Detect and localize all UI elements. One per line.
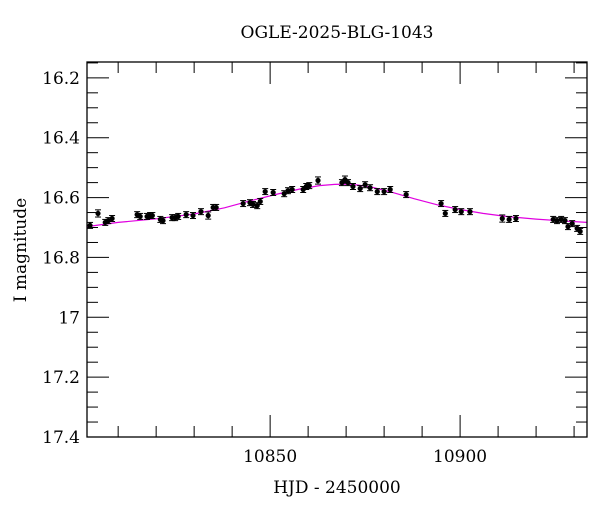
- minor-ticks: [87, 62, 587, 437]
- data-point: [442, 209, 449, 217]
- data-point: [190, 212, 197, 220]
- x-tick-label: 10900: [433, 447, 487, 467]
- data-point: [466, 208, 473, 216]
- data-point: [345, 179, 352, 187]
- data-point: [257, 197, 264, 205]
- y-tick-labels: 16.2 16.4 16.6 16.8 17 17.2 17.4: [42, 69, 80, 448]
- data-point: [569, 220, 576, 228]
- y-tick-label: 16.6: [42, 189, 80, 209]
- data-point: [262, 188, 269, 196]
- data-point: [270, 188, 277, 196]
- data-point: [506, 215, 513, 223]
- data-point: [458, 208, 465, 216]
- data-point: [374, 188, 381, 196]
- data-point: [381, 188, 388, 196]
- y-tick-label: 17: [58, 308, 80, 328]
- data-point: [362, 181, 369, 189]
- data-point: [205, 211, 212, 220]
- y-axis-label: I magnitude: [11, 198, 31, 302]
- data-point: [159, 217, 166, 225]
- y-tick-label: 16.8: [42, 248, 80, 268]
- data-point: [213, 203, 220, 211]
- data-point: [403, 191, 410, 199]
- data-point: [95, 209, 102, 218]
- data-point: [452, 206, 459, 214]
- data-point: [438, 200, 445, 208]
- data-point: [149, 212, 156, 220]
- data-point: [565, 223, 572, 231]
- axes-frame: [86, 61, 588, 438]
- data-point: [349, 183, 356, 190]
- data-point: [289, 186, 296, 193]
- major-ticks: [87, 62, 587, 438]
- y-tick-label: 16.2: [42, 69, 80, 89]
- data-point: [577, 227, 584, 235]
- data-point: [240, 200, 247, 208]
- data-point: [512, 215, 519, 223]
- data-point: [499, 214, 506, 223]
- data-point: [137, 212, 144, 220]
- data-point: [561, 217, 568, 225]
- data-point: [281, 190, 288, 198]
- data-point: [109, 215, 116, 223]
- data-point: [183, 211, 190, 219]
- data-point: [306, 182, 313, 190]
- data-point: [175, 212, 182, 220]
- data-point: [367, 184, 374, 192]
- x-tick-label: 10850: [243, 447, 297, 467]
- x-axis-label: HJD - 2450000: [273, 478, 401, 498]
- data-points: [87, 175, 584, 235]
- chart-title: OGLE-2025-BLG-1043: [241, 23, 434, 43]
- data-point: [357, 185, 364, 193]
- data-point: [387, 186, 394, 193]
- data-point: [197, 208, 204, 216]
- y-tick-label: 16.4: [42, 129, 80, 149]
- plot-area: [86, 175, 588, 235]
- data-point: [315, 176, 322, 185]
- y-tick-label: 17.4: [42, 428, 80, 448]
- x-tick-labels: 10850 10900: [243, 447, 487, 467]
- y-tick-label: 17.2: [42, 368, 80, 388]
- data-point: [87, 221, 94, 229]
